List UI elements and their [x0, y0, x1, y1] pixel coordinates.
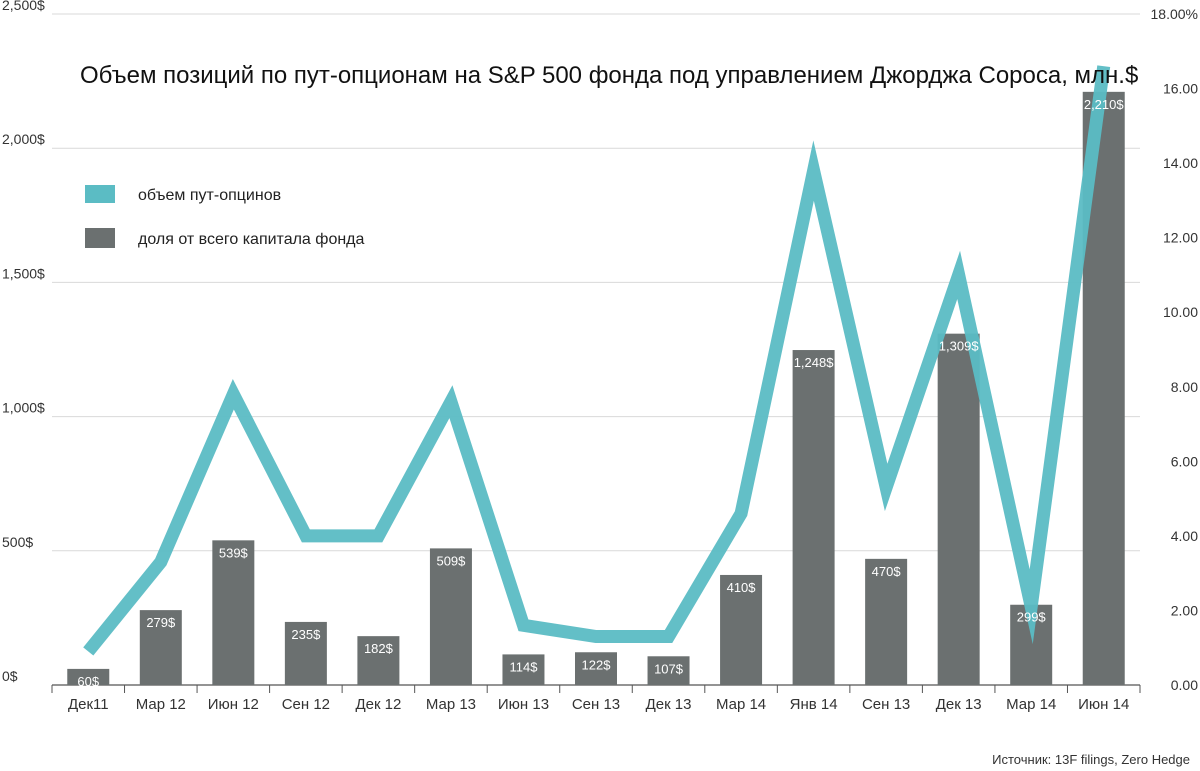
y-left-tick-label: 0$: [2, 668, 18, 684]
x-tick-label: Мар 13: [426, 696, 476, 713]
bar: [647, 656, 690, 685]
x-tick-label: Мар 12: [136, 696, 186, 713]
bar-data-labels: 60$ 279$ 539$ 235$ 182$ 509$ 114$ 122$ 107$ 410$ 1…: [77, 97, 1124, 689]
y-right-tick-label: 18.00%: [1151, 6, 1198, 22]
x-tick-label: Дек 12: [355, 696, 401, 713]
legend-label-bar: доля от всего капитала фонда: [138, 231, 365, 248]
bar-data-label: 1,309$: [939, 339, 980, 354]
left-y-axis: 0$ 500$ 1,000$ 1,500$ 2,000$ 2,500$: [2, 0, 45, 684]
y-left-tick-label: 1,000$: [2, 400, 45, 416]
bar-series: [67, 91, 1125, 685]
bar-data-label: 470$: [872, 564, 902, 579]
bar-data-label: 60$: [77, 674, 99, 689]
line-series: [83, 65, 1111, 656]
legend-swatch-line: [85, 185, 115, 203]
bar-data-label: 299$: [1017, 610, 1047, 625]
right-y-axis: 0.00 2.00 4.00 6.00 8.00 10.00 12.00 14.00 16.00…: [1151, 6, 1199, 693]
chart-title: Объем позиций по пут-опционам на S&P 500…: [80, 62, 1138, 89]
y-right-tick-label: 6.00: [1171, 453, 1198, 469]
bar: [429, 548, 472, 685]
bar-data-label: 410$: [727, 580, 757, 595]
bar: [865, 558, 908, 685]
bar-data-label: 122$: [582, 657, 612, 672]
bar: [212, 540, 255, 685]
y-left-tick-label: 2,500$: [2, 0, 45, 13]
x-tick-label: Янв 14: [790, 696, 838, 713]
bar: [575, 652, 617, 685]
legend-swatch-bar: [85, 228, 115, 248]
y-left-tick-label: 500$: [2, 534, 33, 550]
bar: [792, 350, 835, 685]
bar-data-label: 1,248$: [794, 355, 835, 370]
bar: [284, 621, 327, 685]
x-tick-label: Сен 13: [862, 696, 910, 713]
y-right-tick-label: 2.00: [1171, 602, 1198, 618]
x-tick-label: Мар 14: [716, 696, 766, 713]
x-tick-label: Сен 13: [572, 696, 620, 713]
bar: [139, 610, 182, 685]
y-left-tick-label: 1,500$: [2, 265, 45, 281]
x-tick-label: Мар 14: [1006, 696, 1056, 713]
bar: [937, 333, 980, 685]
bar-data-label: 107$: [654, 661, 684, 676]
x-tick-label: Дек 13: [936, 696, 982, 713]
bar-data-label: 182$: [364, 641, 394, 656]
bar: [67, 668, 110, 685]
y-right-tick-label: 14.00: [1163, 155, 1198, 171]
x-tick-label: Июн 14: [1078, 696, 1129, 713]
x-axis: Дек11 Мар 12 Июн 12 Сен 12 Дек 12 Мар 13 Июн 1…: [51, 685, 1141, 713]
y-right-tick-label: 12.00: [1163, 230, 1198, 246]
bar-data-label: 235$: [291, 627, 321, 642]
line-path: [83, 65, 1111, 656]
bar: [357, 636, 400, 685]
x-tick-label: Сен 12: [282, 696, 330, 713]
y-right-tick-label: 4.00: [1171, 528, 1198, 544]
bar-data-label: 2,210$: [1084, 97, 1125, 112]
y-right-tick-label: 8.00: [1171, 379, 1198, 395]
bar-data-label: 509$: [436, 553, 466, 568]
x-tick-label: Июн 13: [498, 696, 549, 713]
source-note: Источник: 13F filings, Zero Hedge: [992, 752, 1190, 767]
legend: объем пут-опцинов доля от всего капитала…: [85, 185, 365, 248]
y-left-tick-label: 2,000$: [2, 131, 45, 147]
legend-label-line: объем пут-опцинов: [138, 187, 281, 204]
bar: [720, 574, 763, 685]
x-tick-label: Дек11: [68, 696, 109, 713]
bar-data-label: 279$: [146, 615, 176, 630]
x-tick-label: Июн 12: [208, 696, 259, 713]
bar-data-label: 539$: [219, 545, 249, 560]
y-right-tick-label: 0.00: [1171, 677, 1198, 693]
y-right-tick-label: 16.00: [1163, 81, 1198, 97]
x-tick-label: Дек 13: [646, 696, 692, 713]
y-right-tick-label: 10.00: [1163, 304, 1198, 320]
bar-data-label: 114$: [509, 659, 538, 674]
bar: [502, 654, 545, 685]
